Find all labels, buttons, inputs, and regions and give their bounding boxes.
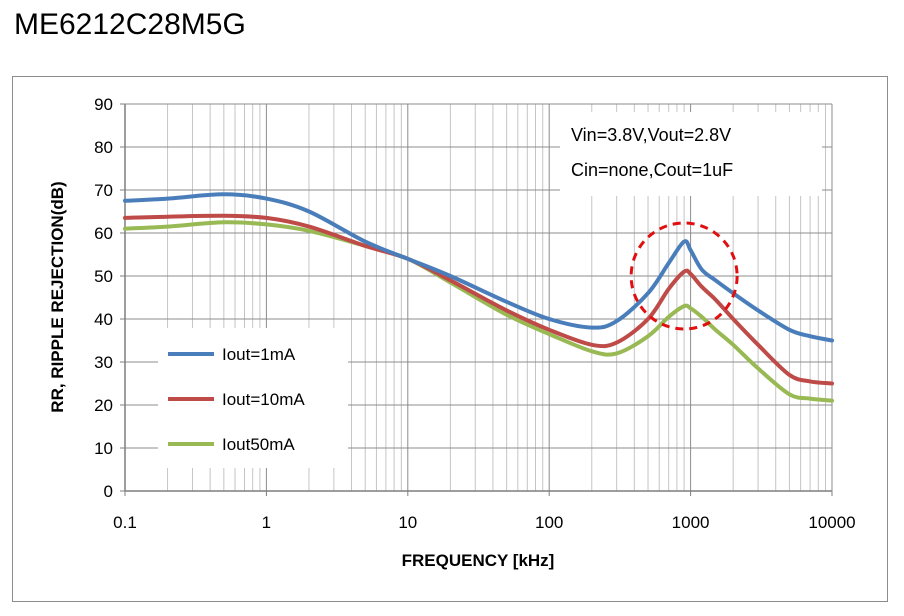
legend: Iout=1mA Iout=10mA Iout50mA — [158, 328, 348, 468]
x-tick-label: 1000 — [672, 513, 710, 532]
annotation-line-2: Cin=none,Cout=1uF — [571, 160, 733, 180]
annotation-line-1: Vin=3.8V,Vout=2.8V — [571, 125, 731, 145]
peak-highlight-circle — [629, 221, 739, 331]
highlight — [629, 221, 739, 331]
page-title: ME6212C28M5G — [14, 8, 246, 41]
legend-label-iout-50ma: Iout50mA — [222, 435, 295, 454]
y-tick-label: 50 — [94, 267, 113, 286]
y-tick-label: 0 — [104, 482, 113, 501]
series-line-iout-10ma — [123, 213, 834, 386]
y-tick-label: 10 — [94, 439, 113, 458]
x-axis-title: FREQUENCY [kHz] — [402, 551, 555, 570]
y-tick-label: 90 — [94, 95, 113, 114]
conditions-annotation: Vin=3.8V,Vout=2.8V Cin=none,Cout=1uF — [560, 112, 822, 196]
chart-frame — [12, 76, 888, 602]
y-tick-label: 30 — [94, 353, 113, 372]
y-tick-label: 70 — [94, 181, 113, 200]
x-tick-label: 1 — [262, 513, 271, 532]
x-tick-label: 10000 — [808, 513, 855, 532]
legend-label-iout-10ma: Iout=10mA — [222, 390, 305, 409]
y-tick-label: 80 — [94, 138, 113, 157]
legend-label-iout-1ma: Iout=1mA — [222, 345, 296, 364]
x-tick-label: 0.1 — [113, 513, 137, 532]
y-tick-label: 40 — [94, 310, 113, 329]
series-line-iout-50ma — [123, 220, 834, 403]
y-axis-title: RR, RIPPLE REJECTION(dB) — [48, 181, 67, 412]
y-tick-label: 20 — [94, 396, 113, 415]
series-lines — [123, 192, 834, 403]
x-tick-label: 100 — [535, 513, 563, 532]
x-tick-label: 10 — [398, 513, 417, 532]
annotation-background — [560, 112, 822, 196]
axis-ticks: 0 10 20 30 40 50 60 70 80 90 0.1 1 10 100 1000 10000 — [94, 95, 856, 532]
series-line-iout-1ma — [123, 192, 834, 343]
y-tick-label: 60 — [94, 224, 113, 243]
